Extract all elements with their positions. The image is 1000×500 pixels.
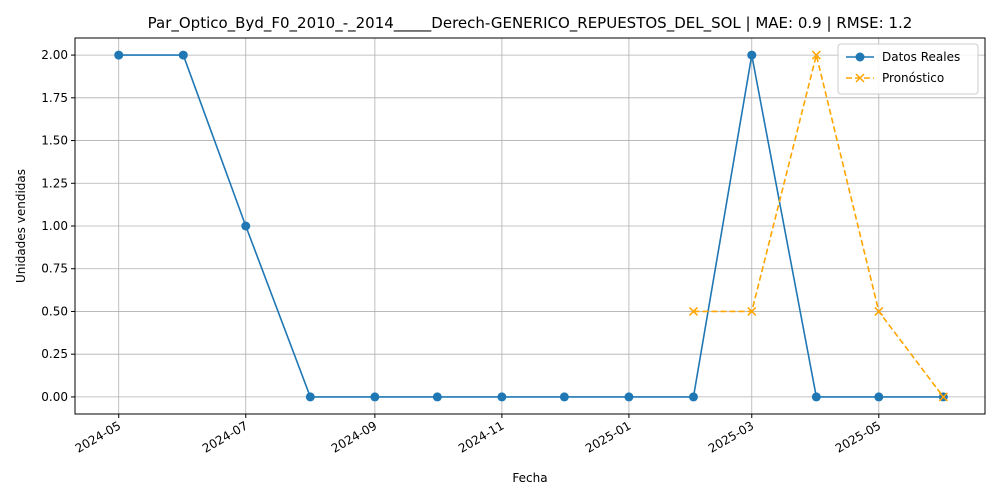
- x-tick-label: 2024-05: [73, 418, 123, 455]
- legend-label: Pronóstico: [882, 71, 944, 85]
- data-point: [811, 50, 821, 60]
- x-tick-label: 2025-01: [583, 418, 633, 455]
- data-point: [874, 306, 884, 316]
- x-axis-label: Fecha: [512, 471, 547, 485]
- legend: Datos Reales Pronóstico: [837, 43, 979, 95]
- x-tick-label: 2025-05: [833, 418, 883, 455]
- y-tick-label: 1.50: [41, 134, 68, 148]
- data-point: [688, 306, 698, 316]
- data-point: [497, 392, 507, 402]
- x-tick-label: 2024-11: [456, 418, 506, 455]
- data-point: [432, 392, 442, 402]
- data-point: [747, 50, 757, 60]
- series-line: [118, 54, 944, 398]
- grid: [75, 38, 985, 414]
- data-point: [305, 392, 315, 402]
- legend-item: Pronóstico: [846, 71, 944, 85]
- chart-title: Par_Optico_Byd_F0_2010_-_2014_____Derech…: [148, 14, 913, 33]
- data-point: [811, 392, 821, 402]
- data-point: [370, 392, 380, 402]
- y-tick-label: 0.25: [41, 347, 68, 361]
- data-point: [241, 221, 251, 231]
- x-tick-label: 2025-03: [706, 418, 756, 455]
- y-tick-label: 1.75: [41, 91, 68, 105]
- data-point: [938, 392, 948, 402]
- y-axis: 0.00 0.25 0.50 0.75 1.00 1.25 1.50 1.75 2.00: [41, 48, 75, 404]
- data-point: [114, 50, 124, 60]
- y-tick-label: 2.00: [41, 48, 68, 62]
- data-point: [747, 306, 757, 316]
- x-axis: 2024-05 2024-07 2024-09 2024-11 2025-01 2025-…: [73, 414, 883, 456]
- x-tick-label: 2024-07: [200, 418, 250, 455]
- y-axis-label: Unidades vendidas: [14, 169, 28, 283]
- data-point: [624, 392, 634, 402]
- data-point: [559, 392, 569, 402]
- legend-item: Datos Reales: [846, 50, 960, 64]
- y-tick-label: 0.00: [41, 390, 68, 404]
- y-tick-label: 0.50: [41, 304, 68, 318]
- data-point: [874, 392, 884, 402]
- series-line: [693, 54, 944, 398]
- y-tick-label: 1.00: [41, 219, 68, 233]
- y-tick-label: 1.25: [41, 176, 68, 190]
- legend-label: Datos Reales: [882, 50, 960, 64]
- data-point: [178, 50, 188, 60]
- series-pronostico: [688, 50, 948, 402]
- series-layer: [114, 50, 948, 402]
- y-tick-label: 0.75: [41, 262, 68, 276]
- data-point: [688, 392, 698, 402]
- x-tick-label: 2024-09: [329, 418, 379, 455]
